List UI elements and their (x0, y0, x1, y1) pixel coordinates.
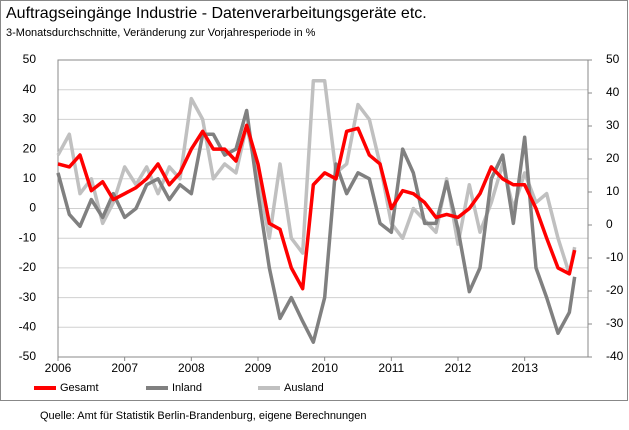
plot-frame (57, 59, 589, 358)
y-tick-label: 10 (23, 171, 37, 185)
y2-tick-label: 40 (606, 85, 620, 99)
x-tick-label: 2013 (511, 361, 538, 375)
y-tick-label: 40 (23, 82, 37, 96)
y-tick-label: -30 (19, 290, 37, 304)
y-tick-label: -20 (19, 260, 37, 274)
y-tick-label: -10 (19, 230, 37, 244)
y2-tick-label: 10 (606, 184, 620, 198)
chart-subtitle: 3-Monatsdurchschnitte, Veränderung zur V… (6, 27, 316, 39)
x-tick-label: 2008 (178, 361, 205, 375)
x-tick-label: 2009 (245, 361, 272, 375)
x-tick-label: 2007 (111, 361, 138, 375)
y-tick-label: 50 (23, 52, 37, 66)
y2-tick-label: -10 (606, 250, 624, 264)
legend-label: Ausland (284, 382, 324, 394)
x-tick-label: 2011 (378, 361, 404, 375)
y-tick-label: 30 (23, 112, 37, 126)
y2-tick-label: -20 (606, 283, 624, 297)
series-line (56, 108, 577, 344)
series-line (56, 79, 577, 276)
y2-tick-label: 50 (606, 52, 620, 66)
x-tick-label: 2010 (311, 361, 338, 375)
y2-tick-label: 0 (606, 217, 613, 231)
x-tick-label: 2006 (45, 361, 72, 375)
y2-tick-label: 20 (606, 151, 620, 165)
x-tick-label: 2012 (445, 361, 472, 375)
y2-tick-label: 30 (606, 118, 620, 132)
y-tick-label: 20 (23, 141, 37, 155)
legend-label: Inland (172, 382, 202, 394)
y2-tick-label: -40 (606, 349, 624, 363)
source: Quelle: Amt für Statistik Berlin-Branden… (40, 410, 367, 422)
y-tick-label: 0 (29, 201, 36, 215)
legend-label: Gesamt (60, 382, 99, 394)
y-tick-label: -40 (19, 319, 37, 333)
chart-frame (0, 0, 628, 401)
chart-title: Auftragseingänge Industrie - Datenverarb… (6, 5, 427, 22)
y2-tick-label: -30 (606, 316, 624, 330)
series-line (57, 123, 577, 291)
y-tick-label: -50 (19, 349, 37, 363)
